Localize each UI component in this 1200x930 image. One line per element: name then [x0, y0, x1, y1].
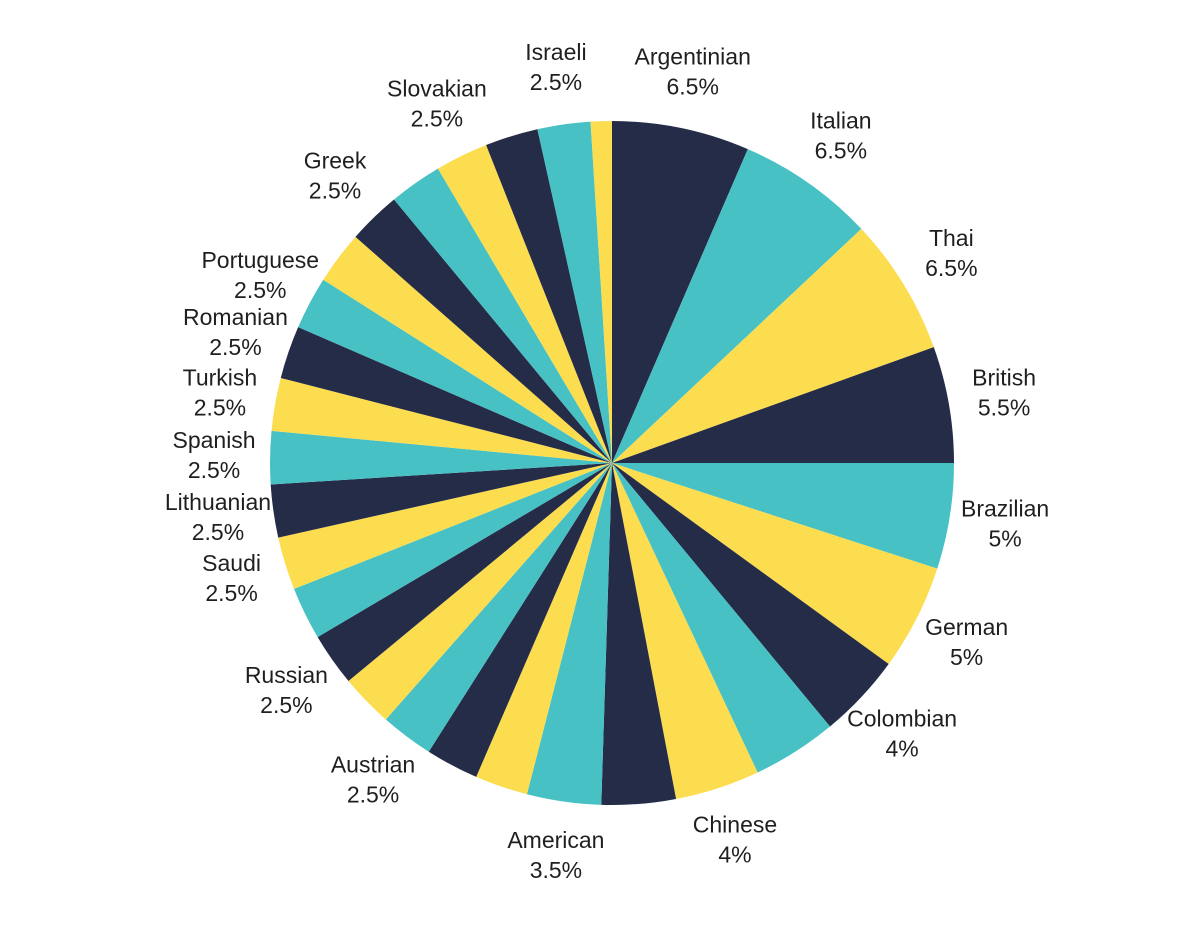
pie-slice — [612, 149, 862, 463]
pie-slice — [323, 236, 612, 463]
pie-slice — [437, 145, 612, 463]
pie-slice — [270, 430, 612, 485]
pie-slice — [612, 463, 889, 727]
slice-value-label: 2.5% — [347, 781, 399, 807]
pie-slice — [486, 129, 612, 464]
slice-label: Chinese — [693, 812, 777, 838]
pie-slice — [526, 463, 612, 805]
slice-value-label: 4% — [718, 842, 751, 868]
pie-slice — [476, 463, 612, 795]
slice-value-label: 2.5% — [260, 692, 312, 718]
pie-slice — [612, 463, 954, 569]
slice-value-label: 5% — [950, 644, 983, 670]
slice-label: Israeli — [525, 39, 586, 65]
slice-value-label: 2.5% — [309, 177, 361, 203]
slice-value-label: 2.5% — [194, 395, 246, 421]
pie-slice — [612, 347, 954, 463]
slice-label: Spanish — [172, 427, 255, 453]
slice-label: Russian — [245, 662, 328, 688]
slice-label: Romanian — [183, 304, 288, 330]
slice-value-label: 6.5% — [666, 73, 718, 99]
slice-value-label: 2.5% — [411, 106, 463, 132]
slice-label: Colombian — [847, 706, 957, 732]
pie-slice — [612, 463, 758, 799]
slice-value-label: 6.5% — [815, 137, 867, 163]
pie-slice — [537, 121, 612, 463]
slice-label: Lithuanian — [165, 489, 271, 515]
slice-label: Italian — [810, 107, 871, 133]
slice-label: Austrian — [331, 751, 415, 777]
slice-label: Thai — [929, 225, 974, 251]
pie-slice — [385, 463, 612, 752]
slice-value-label: 2.5% — [234, 277, 286, 303]
slice-label: Greek — [304, 147, 367, 173]
pie-slice — [271, 377, 612, 463]
pie-slice — [280, 327, 612, 463]
slice-label: German — [925, 614, 1008, 640]
pie-slice — [612, 463, 830, 773]
slice-value-label: 2.5% — [192, 519, 244, 545]
slice-value-label: 3.5% — [530, 857, 582, 883]
pie-slice — [394, 168, 612, 463]
pie-slice — [270, 463, 612, 538]
pie-slice — [612, 463, 938, 665]
pie-slice — [590, 121, 612, 463]
slice-label: Saudi — [202, 550, 261, 576]
pie-slice — [428, 463, 612, 777]
pie-slice — [294, 463, 612, 638]
slice-label: American — [507, 827, 604, 853]
pie-slice — [601, 463, 677, 805]
slice-value-label: 4% — [886, 736, 919, 762]
slice-value-label: 2.5% — [209, 334, 261, 360]
slice-value-label: 5% — [988, 525, 1021, 551]
slice-value-label: 5.5% — [978, 395, 1030, 421]
pie-slice — [298, 279, 612, 463]
pie-slice — [317, 463, 612, 681]
slice-label: Portuguese — [201, 247, 319, 273]
slice-label: Argentinian — [635, 43, 751, 69]
slice-label: Turkish — [183, 365, 258, 391]
pie-slice — [612, 121, 748, 463]
pie-slice — [348, 463, 612, 720]
pie-slice — [355, 199, 612, 463]
slice-label: Slovakian — [387, 76, 487, 102]
slice-value-label: 2.5% — [205, 580, 257, 606]
pie-slice — [612, 228, 934, 463]
slice-value-label: 2.5% — [530, 69, 582, 95]
slice-label: British — [972, 365, 1036, 391]
pie-slice — [278, 463, 612, 589]
slice-value-label: 2.5% — [188, 457, 240, 483]
slice-value-label: 6.5% — [925, 255, 977, 281]
slice-label: Brazilian — [961, 495, 1049, 521]
